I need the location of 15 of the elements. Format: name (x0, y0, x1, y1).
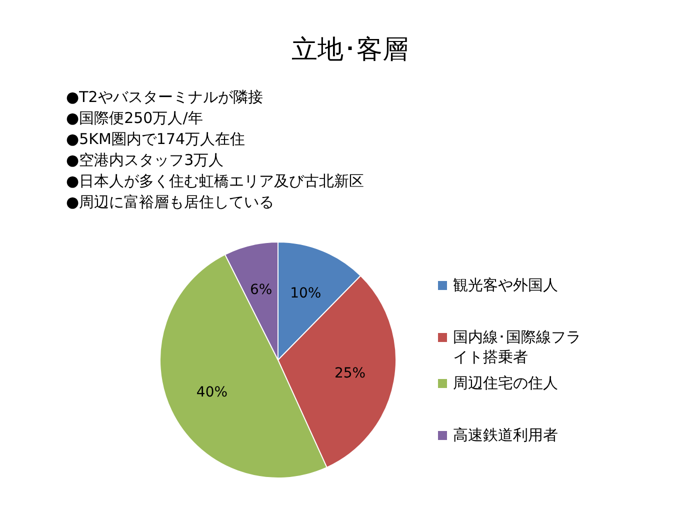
chart-title: 立地･客層 (292, 35, 408, 65)
text: ●空港内スタッフ3万人 (66, 151, 224, 169)
data-label: 40% (196, 384, 228, 401)
text: ●日本人が多く住む虹橋エリア及び古北新区 (66, 172, 364, 190)
text: ●周辺に富裕層も居住している (66, 193, 274, 211)
text: ●国際便250万人/年 (66, 109, 203, 127)
data-label: 6% (250, 282, 272, 298)
text: ●T2やバスターミナルが隣接 (66, 88, 263, 106)
legend-label: 高速鉄道利用者 (453, 426, 558, 444)
data-label: 10% (290, 285, 322, 302)
legend-label: 観光客や外国人 (453, 276, 558, 294)
text: ●5KM圏内で174万人在住 (66, 130, 246, 148)
legend-label: 周辺住宅の住人 (453, 374, 558, 392)
data-label: 25% (334, 366, 366, 382)
legend-label: 国内線･国際線フライト搭乗者 (453, 328, 581, 366)
